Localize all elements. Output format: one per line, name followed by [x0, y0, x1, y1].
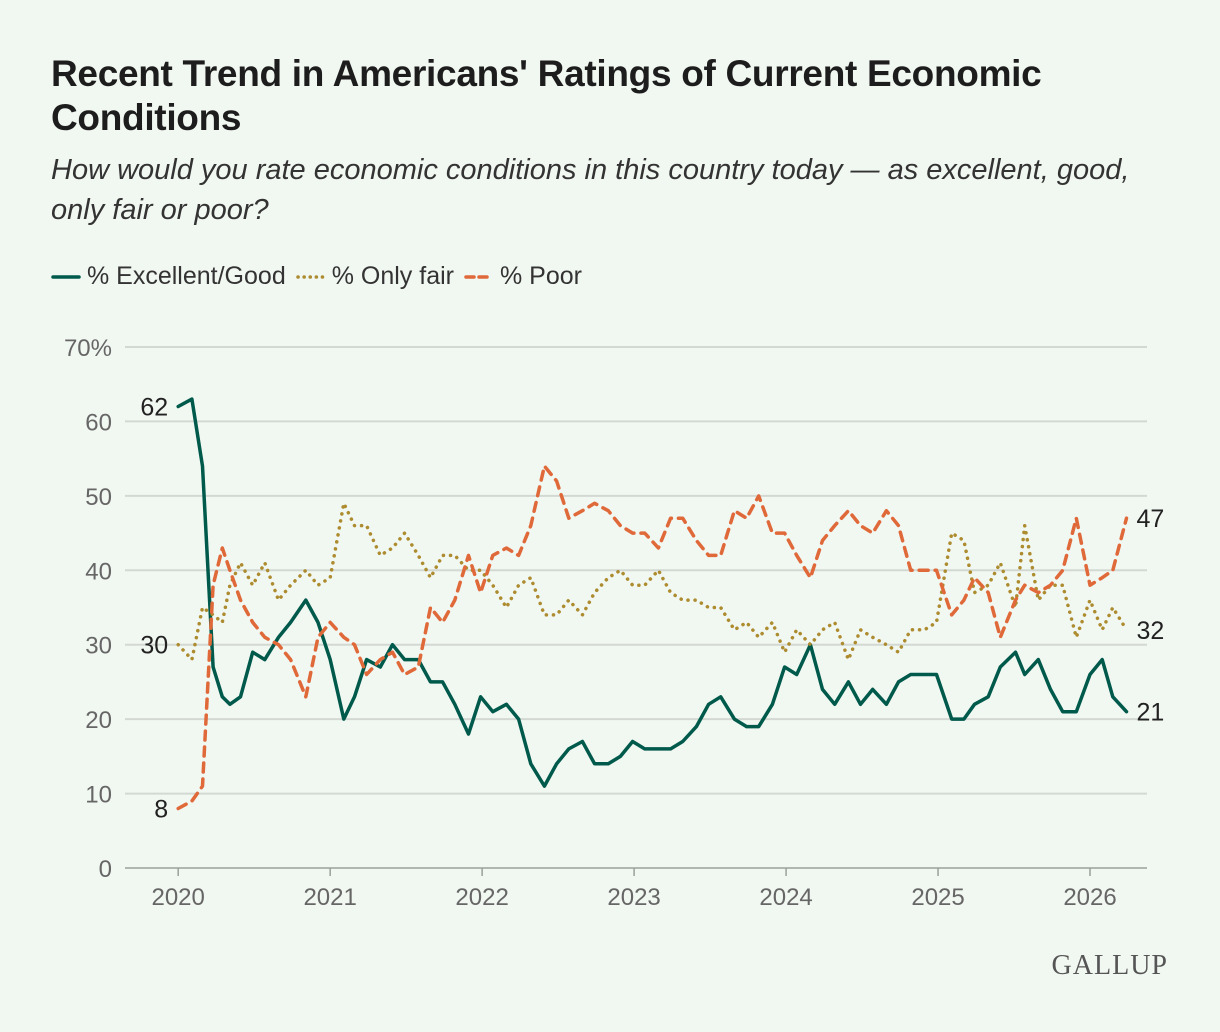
- legend: % Excellent/Good % Only fair % Poor: [51, 262, 582, 291]
- x-tick-label: 2020: [151, 884, 204, 911]
- end-data-label: 32: [1136, 617, 1164, 645]
- y-tick-label: 10: [85, 782, 112, 809]
- end-data-label: 47: [1136, 505, 1164, 533]
- x-tick-label: 2026: [1063, 884, 1116, 911]
- series-line-2: [176, 464, 1129, 811]
- legend-swatch: [51, 274, 81, 279]
- legend-swatch: [464, 274, 494, 279]
- chart-title: Recent Trend in Americans' Ratings of Cu…: [51, 53, 1042, 138]
- legend-label: % Only fair: [331, 262, 454, 290]
- legend-label: % Poor: [499, 262, 582, 290]
- y-tick-label: 30: [85, 633, 112, 660]
- legend-label: % Excellent/Good: [87, 262, 286, 290]
- y-tick-label: 40: [85, 558, 112, 585]
- x-tick-label: 2022: [455, 884, 508, 911]
- x-tick-label: 2021: [303, 884, 356, 911]
- x-tick-label: 2025: [911, 884, 964, 911]
- legend-item: % Excellent/Good: [51, 262, 286, 291]
- start-data-label: 62: [140, 394, 168, 422]
- x-tick-label: 2023: [607, 884, 660, 911]
- start-data-label: 30: [140, 632, 168, 660]
- y-tick-label: 20: [85, 707, 112, 734]
- y-tick-label: 50: [85, 484, 112, 511]
- x-tick-label: 2024: [759, 884, 812, 911]
- series-line-0: [176, 397, 1129, 788]
- legend-item: % Poor: [464, 262, 582, 291]
- start-data-label: 8: [154, 795, 168, 823]
- y-tick-label: 60: [85, 409, 112, 436]
- gallup-logo: GALLUP: [1051, 950, 1168, 981]
- series-line-1: [176, 501, 1129, 662]
- y-tick-label: 70%: [64, 335, 112, 362]
- y-tick-label: 0: [99, 856, 112, 883]
- legend-swatch: [295, 274, 326, 279]
- legend-item: % Only fair: [295, 262, 454, 291]
- chart-subtitle: How would you rate economic conditions i…: [51, 154, 1130, 226]
- end-data-label: 21: [1136, 699, 1164, 727]
